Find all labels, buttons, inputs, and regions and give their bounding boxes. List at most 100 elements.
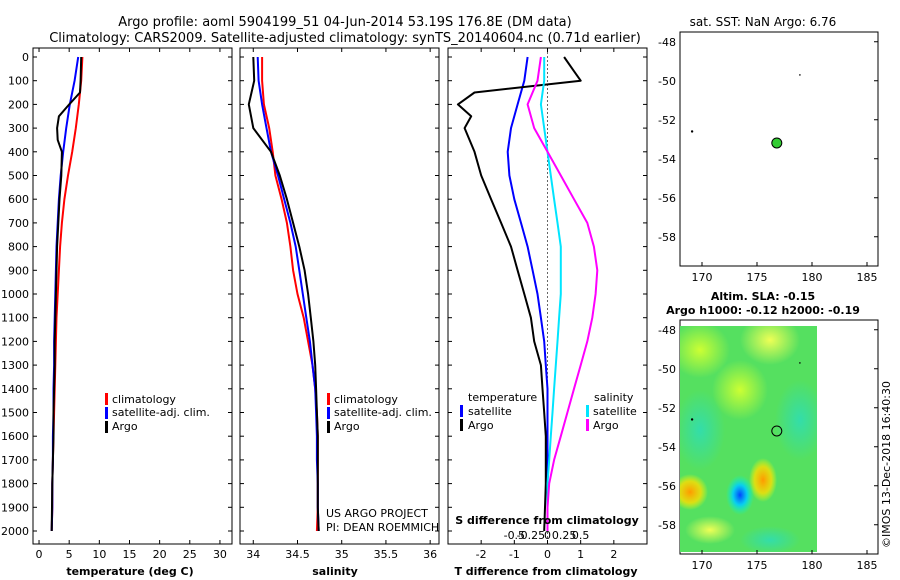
heatmap-blob: [685, 516, 735, 544]
salinity-axis-label: salinity: [312, 565, 358, 578]
depth-tick-label: 1400: [1, 383, 29, 396]
timestamp: ©IMOS 13-Dec-2018 16:40:30: [880, 381, 893, 548]
title-line-2: Climatology: CARS2009. Satellite-adjuste…: [49, 31, 641, 46]
depth-tick-label: 0: [22, 51, 29, 64]
map-y-tick-label: -52: [658, 114, 676, 127]
depth-tick-label: 600: [8, 193, 29, 206]
secondary-tick-label: -0.25: [517, 529, 545, 542]
map-x-tick-label: 175: [747, 271, 768, 284]
temperature-panel-frame: [32, 47, 233, 545]
x-tick-label: 0: [36, 548, 43, 561]
legend-sal-argo: Argo: [593, 419, 619, 432]
x-tick-label: -1: [509, 548, 520, 561]
map-y-tick-label: -56: [658, 192, 676, 205]
map-x-tick-label: 175: [747, 559, 768, 572]
salinity-legend: climatology satellite-adj. clim. Argo: [327, 393, 432, 433]
map-y-tick-label: -48: [658, 324, 676, 337]
map-dot: [799, 74, 801, 76]
series-line: [506, 56, 549, 531]
depth-tick-label: 800: [8, 241, 29, 254]
map-dot: [799, 362, 801, 364]
heatmap-blob: [726, 475, 754, 515]
map-y-tick-label: -50: [658, 75, 676, 88]
depth-tick-labels: 0 100 200 300 400 500 600 700 800 900 1000 1100 1200…: [1, 51, 29, 538]
heatmap-blob: [680, 326, 730, 378]
depth-tick-label: 1300: [1, 359, 29, 372]
map1-title: sat. SST: NaN Argo: 6.76: [690, 15, 837, 29]
map1-frame: [679, 31, 879, 267]
x-tick-label: 0: [544, 548, 551, 561]
salinity-chart: 34 34.5 35 35.5 36: [240, 48, 439, 561]
map-dot: [690, 418, 694, 421]
x-tick-label: 15: [122, 548, 136, 561]
legend-argo: Argo: [334, 420, 360, 433]
legend-salinity-header: salinity: [594, 391, 634, 404]
heatmap-blob: [775, 380, 817, 460]
legend-argo: Argo: [112, 420, 138, 433]
heatmap-blob: [680, 474, 708, 510]
depth-tick-label: 500: [8, 170, 29, 183]
depth-tick-label: 300: [8, 122, 29, 135]
depth-tick-label: 1900: [1, 501, 29, 514]
sst-map: 170 175 180 185 -48 -50 -52 -54 -56 -58: [658, 36, 878, 284]
legend-temp-argo: Argo: [468, 419, 494, 432]
heatmap-blob: [680, 390, 725, 470]
legend-satellite-adj: satellite-adj. clim.: [334, 406, 432, 419]
x-tick-label: 20: [153, 548, 167, 561]
depth-tick-label: 1000: [1, 288, 29, 301]
x-tick-label: 34: [246, 548, 260, 561]
depth-tick-label: 1200: [1, 335, 29, 348]
x-tick-label: 35.5: [374, 548, 399, 561]
depth-tick-label: 100: [8, 75, 29, 88]
x-tick-label: 34.5: [285, 548, 310, 561]
heatmap-blob: [712, 360, 768, 420]
legend-climatology: climatology: [112, 393, 176, 406]
secondary-tick-label: 0.25: [552, 529, 577, 542]
temperature-axis-label: temperature (deg C): [66, 565, 193, 578]
temperature-chart: 0 5 10 15 20 25 30: [33, 48, 232, 561]
map-dot: [690, 130, 694, 133]
legend-climatology: climatology: [334, 393, 398, 406]
heatmap-blob: [740, 326, 800, 365]
argo-float-marker: [771, 137, 783, 149]
map-y-tick-label: -58: [658, 519, 676, 532]
depth-tick-label: 1700: [1, 454, 29, 467]
sla-map-axes: 170 175 180 185 -48 -50 -52 -54 -56 -58: [658, 324, 878, 572]
x-tick-label: 25: [183, 548, 197, 561]
map2-title-line-2: Argo h1000: -0.12 h2000: -0.19: [666, 304, 860, 317]
map-x-tick-label: 185: [857, 271, 878, 284]
argo-float-marker: [771, 425, 783, 437]
map-x-tick-label: 170: [692, 559, 713, 572]
s-difference-axis-label: S difference from climatology: [455, 514, 639, 527]
heatmap-blob: [749, 458, 777, 502]
title-line-1: Argo profile: aoml 5904199_51 04-Jun-201…: [118, 15, 571, 30]
map2-title-line-1: Altim. SLA: -0.15: [711, 290, 815, 303]
x-tick-label: 35: [335, 548, 349, 561]
series-line: [50, 56, 83, 532]
map-y-tick-label: -48: [658, 36, 676, 49]
difference-chart: -2 -1 0 1 2-0.5-0.250 0.250.5: [448, 48, 647, 561]
series-line: [539, 57, 562, 531]
series-line: [526, 56, 599, 531]
secondary-tick-label: 0.5: [572, 529, 590, 542]
map-y-tick-label: -58: [658, 231, 676, 244]
x-tick-label: 1: [577, 548, 584, 561]
x-tick-label: 36: [423, 548, 437, 561]
x-tick-label: -2: [476, 548, 487, 561]
map-x-tick-label: 185: [857, 559, 878, 572]
x-tick-label: 5: [66, 548, 73, 561]
credit-pi: PI: DEAN ROEMMICH: [326, 521, 439, 534]
x-tick-label: 30: [213, 548, 227, 561]
difference-legend: temperature salinity satellite Argo sate…: [460, 391, 637, 432]
sla-heatmap: [680, 326, 817, 552]
series-line: [247, 56, 320, 532]
depth-tick-label: 900: [8, 264, 29, 277]
legend-temp-satellite: satellite: [468, 405, 512, 418]
map-y-tick-label: -52: [658, 402, 676, 415]
secondary-tick-label: 0: [544, 529, 551, 542]
temperature-legend: climatology satellite-adj. clim. Argo: [105, 393, 210, 433]
depth-tick-label: 2000: [1, 525, 29, 538]
t-difference-axis-label: T difference from climatology: [454, 565, 637, 578]
map-x-tick-label: 170: [692, 271, 713, 284]
